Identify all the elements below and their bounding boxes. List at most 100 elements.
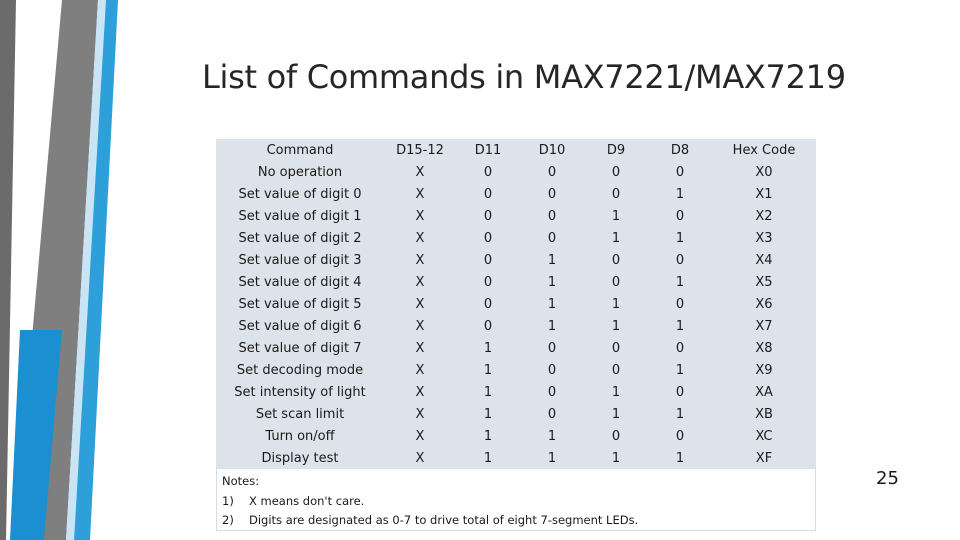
cell-hex-code: X1 (755, 186, 773, 202)
cell-d15-12: X (415, 340, 425, 356)
cell-d15-12: X (415, 318, 425, 334)
cell-d8: 1 (675, 274, 685, 290)
notes-heading: Notes: (222, 474, 260, 488)
cell-d10: 0 (547, 340, 557, 356)
cell-d11: 1 (483, 362, 493, 378)
cell-hex-code: X0 (755, 164, 773, 180)
cell-command: Turn on/off (265, 428, 335, 444)
cell-d11: 0 (483, 274, 493, 290)
cell-command: Set value of digit 3 (238, 252, 362, 268)
cell-d9: 0 (611, 252, 621, 268)
cell-d15-12: X (415, 406, 425, 422)
cell-hex-code: X6 (755, 296, 773, 312)
note-number: 2) (222, 513, 234, 527)
notes-section: Notes: 1) X means don't care. 2) Digits … (222, 472, 812, 531)
cell-d8: 1 (675, 406, 685, 422)
cell-d10: 1 (547, 450, 557, 466)
cell-d9: 0 (611, 164, 621, 180)
dark-gray-stripe (0, 0, 16, 540)
cell-d9: 0 (611, 362, 621, 378)
cell-d8: 0 (675, 340, 685, 356)
cell-d9: 0 (611, 274, 621, 290)
cell-d11: 1 (483, 450, 493, 466)
cell-d8: 1 (675, 362, 685, 378)
header-hex-code: Hex Code (732, 142, 796, 158)
cell-hex-code: X2 (755, 208, 773, 224)
cell-d9: 1 (611, 208, 621, 224)
cell-d11: 0 (483, 208, 493, 224)
cell-d11: 1 (483, 340, 493, 356)
blue-stripe (74, 0, 118, 540)
page-number: 25 (876, 468, 899, 489)
cell-d8: 0 (675, 164, 685, 180)
cell-d8: 1 (675, 230, 685, 246)
table-row: Display test X 1 1 1 1 XF (216, 447, 816, 469)
cell-d11: 0 (483, 164, 493, 180)
cell-d11: 0 (483, 318, 493, 334)
cell-hex-code: X8 (755, 340, 773, 356)
cell-d9: 0 (611, 186, 621, 202)
cell-d9: 1 (611, 296, 621, 312)
header-d11: D11 (474, 142, 502, 158)
table-row: Set decoding mode X 1 0 0 1 X9 (216, 359, 816, 381)
note-text: Digits are designated as 0-7 to drive to… (249, 513, 639, 527)
cell-command: Set value of digit 1 (238, 208, 362, 224)
cell-hex-code: X3 (755, 230, 773, 246)
cell-d8: 1 (675, 318, 685, 334)
cell-d10: 0 (547, 164, 557, 180)
cell-command: Set value of digit 2 (238, 230, 362, 246)
cell-command: Set value of digit 4 (238, 274, 362, 290)
cell-command: Set decoding mode (236, 362, 364, 378)
light-blue-stripe (66, 0, 106, 540)
cell-d11: 1 (483, 428, 493, 444)
cell-command: Display test (261, 450, 339, 466)
cell-d9: 1 (611, 384, 621, 400)
header-d9: D9 (606, 142, 626, 158)
table-row: Set value of digit 6 X 0 1 1 1 X7 (216, 315, 816, 337)
table-header-row: Command D15-12 D11 D10 D9 D8 Hex Code (216, 139, 816, 161)
cell-d15-12: X (415, 450, 425, 466)
cell-command: Set value of digit 7 (238, 340, 362, 356)
table-row: Set intensity of light X 1 0 1 0 XA (216, 381, 816, 403)
cell-d8: 0 (675, 252, 685, 268)
cell-command: Set value of digit 0 (238, 186, 362, 202)
cell-d15-12: X (415, 230, 425, 246)
table-row: Set value of digit 1 X 0 0 1 0 X2 (216, 205, 816, 227)
cell-d10: 0 (547, 186, 557, 202)
table-row: Set value of digit 3 X 0 1 0 0 X4 (216, 249, 816, 271)
note-item: 2) Digits are designated as 0-7 to drive… (222, 511, 812, 531)
command-table: Command D15-12 D11 D10 D9 D8 Hex Code No… (216, 139, 816, 469)
cell-d15-12: X (415, 296, 425, 312)
cell-d11: 0 (483, 186, 493, 202)
cell-command: Set value of digit 5 (238, 296, 362, 312)
cell-d10: 1 (547, 296, 557, 312)
cell-d15-12: X (415, 384, 425, 400)
cell-d11: 0 (483, 296, 493, 312)
cell-command: No operation (257, 164, 343, 180)
cell-d11: 0 (483, 230, 493, 246)
cell-d10: 0 (547, 384, 557, 400)
cell-hex-code: X4 (755, 252, 773, 268)
cell-d10: 0 (547, 406, 557, 422)
cell-d9: 0 (611, 340, 621, 356)
note-number: 1) (222, 493, 234, 508)
cell-d9: 1 (611, 318, 621, 334)
cell-d11: 1 (483, 384, 493, 400)
cell-d10: 1 (547, 318, 557, 334)
decorative-stripes (0, 0, 118, 540)
note-item: 1) X means don't care. (222, 492, 812, 512)
table-row: Set value of digit 4 X 0 1 0 1 X5 (216, 271, 816, 293)
cell-d9: 1 (611, 230, 621, 246)
cell-d10: 0 (547, 208, 557, 224)
cell-d15-12: X (415, 362, 425, 378)
cell-d9: 1 (611, 450, 621, 466)
cell-d8: 0 (675, 208, 685, 224)
cell-hex-code: X5 (755, 274, 773, 290)
header-d8: D8 (670, 142, 690, 158)
cell-command: Set intensity of light (234, 384, 366, 400)
cell-d15-12: X (415, 164, 425, 180)
cell-d8: 1 (675, 186, 685, 202)
cell-command: Set scan limit (255, 406, 345, 422)
cell-hex-code: X7 (755, 318, 773, 334)
table-row: No operation X 0 0 0 0 X0 (216, 161, 816, 183)
